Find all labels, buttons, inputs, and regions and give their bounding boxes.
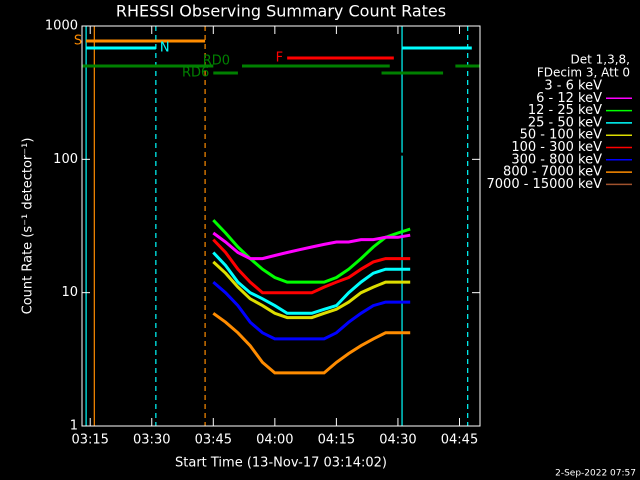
x-axis-title: Start Time (13-Nov-17 03:14:02) bbox=[175, 456, 387, 471]
series-line bbox=[212, 219, 411, 284]
x-tick-label: 04:15 bbox=[318, 433, 355, 448]
x-tick-label: 03:45 bbox=[195, 433, 232, 448]
legend-label: 25 - 50 keV bbox=[528, 115, 602, 130]
flag-label: N bbox=[160, 41, 170, 56]
x-tick-label: 03:15 bbox=[71, 433, 108, 448]
x-tick-label: 04:30 bbox=[379, 433, 416, 448]
x-tick-label: 04:00 bbox=[256, 433, 293, 448]
chart-title: RHESSI Observing Summary Count Rates bbox=[116, 2, 446, 21]
y-tick-label: 1000 bbox=[45, 19, 78, 34]
flag-label: RD0 bbox=[203, 54, 230, 69]
y-tick-label: 100 bbox=[53, 152, 78, 167]
series-line bbox=[212, 231, 411, 261]
flag-label: S bbox=[74, 34, 82, 49]
y-axis-title: Count Rate (s⁻¹ detector⁻¹) bbox=[21, 138, 36, 315]
y-tick-label: 10 bbox=[61, 285, 78, 300]
series-line bbox=[212, 280, 411, 341]
series-line bbox=[212, 152, 411, 174]
legend-label: 3 - 6 keV bbox=[544, 79, 602, 94]
legend-header: Det 1,3,8, bbox=[571, 53, 631, 67]
legend-label: 12 - 25 keV bbox=[528, 103, 602, 118]
legend-label: 800 - 7000 keV bbox=[503, 165, 602, 180]
series-line bbox=[212, 312, 411, 375]
series-line bbox=[212, 260, 411, 320]
plot-frame bbox=[81, 25, 481, 427]
flag-label: F bbox=[276, 51, 283, 66]
x-tick-label: 04:45 bbox=[441, 433, 478, 448]
flag-label: RD6 bbox=[182, 66, 209, 81]
series-line bbox=[212, 251, 411, 315]
series-line bbox=[212, 238, 411, 295]
legend-label: 300 - 800 keV bbox=[511, 152, 602, 167]
footer: 2-Sep-2022 07:57 bbox=[555, 469, 636, 479]
legend-header: FDecim 3, Att 0 bbox=[537, 66, 630, 80]
y-tick-label: 1 bbox=[70, 419, 78, 434]
x-tick-label: 03:30 bbox=[133, 433, 170, 448]
legend-label: 6 - 12 keV bbox=[536, 91, 602, 106]
legend-label: 50 - 100 keV bbox=[520, 128, 603, 143]
legend-label: 7000 - 15000 keV bbox=[487, 177, 603, 192]
legend-label: 100 - 300 keV bbox=[511, 140, 602, 155]
